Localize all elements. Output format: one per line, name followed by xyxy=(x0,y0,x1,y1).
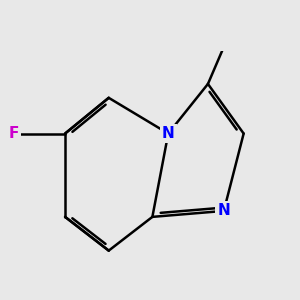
Text: N: N xyxy=(162,126,175,141)
Text: F: F xyxy=(8,126,19,141)
Text: Cl: Cl xyxy=(273,0,290,2)
Text: N: N xyxy=(218,203,230,218)
